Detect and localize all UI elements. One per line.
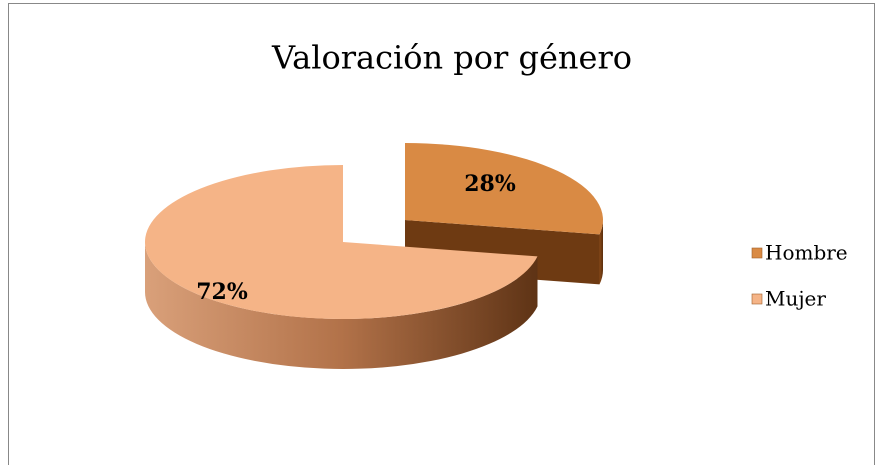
legend-label: Mujer xyxy=(765,287,826,311)
legend-label: Hombre xyxy=(765,241,848,265)
slice xyxy=(405,143,603,235)
slice xyxy=(144,165,538,320)
legend-swatch xyxy=(751,247,763,259)
data-label: 72% xyxy=(196,279,248,305)
data-label: 28% xyxy=(464,171,516,197)
slice-side xyxy=(599,220,603,285)
legend-swatch xyxy=(751,293,763,305)
slice-side xyxy=(145,242,538,369)
chart-title: Valoración por género xyxy=(271,39,632,77)
